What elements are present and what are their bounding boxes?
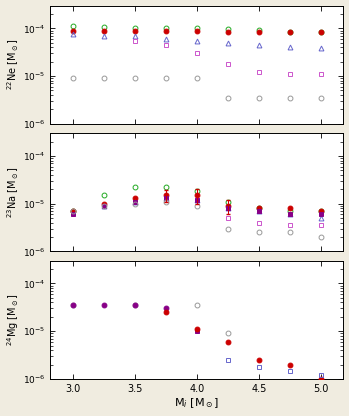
- X-axis label: M$_i$ [M$_\odot$]: M$_i$ [M$_\odot$]: [174, 396, 219, 411]
- Y-axis label: $^{24}$Mg [M$_\odot$]: $^{24}$Mg [M$_\odot$]: [6, 293, 21, 346]
- Y-axis label: $^{23}$Na [M$_\odot$]: $^{23}$Na [M$_\odot$]: [6, 166, 21, 218]
- Y-axis label: $^{22}$Ne [M$_\odot$]: $^{22}$Ne [M$_\odot$]: [6, 39, 21, 90]
